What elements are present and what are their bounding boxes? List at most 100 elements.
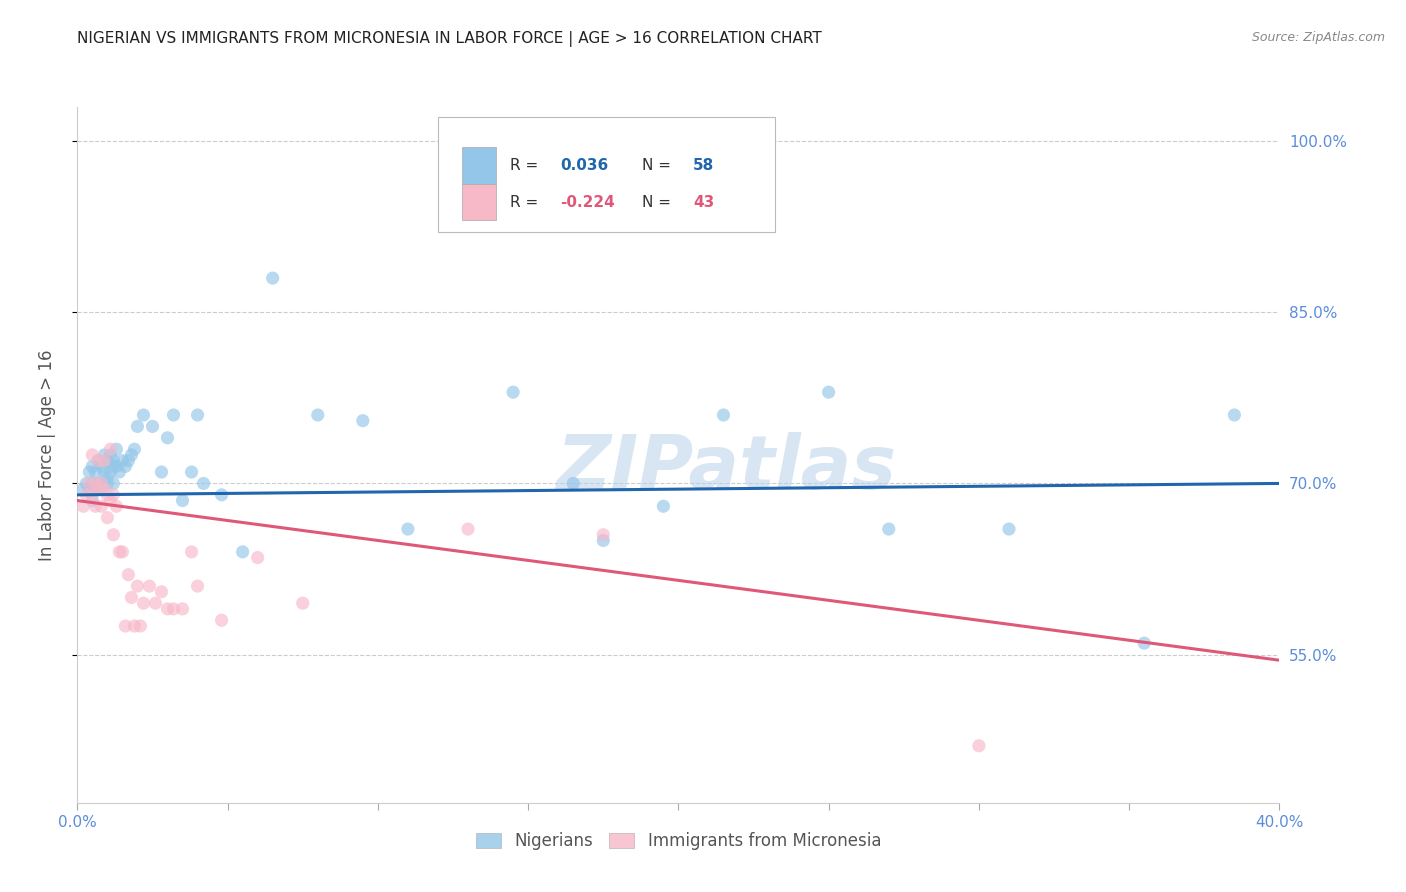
Point [396,522,419,536]
Text: NIGERIAN VS IMMIGRANTS FROM MICRONESIA IN LABOR FORCE | AGE > 16 CORRELATION CHA: NIGERIAN VS IMMIGRANTS FROM MICRONESIA I… [77,31,823,47]
Point [84,476,107,491]
Point [93,453,115,467]
Point [117,567,139,582]
Point [90,459,112,474]
Point [127,579,149,593]
Point [111,545,134,559]
Point [652,500,675,514]
Point [84,465,107,479]
Point [93,448,115,462]
Point [100,442,122,457]
Point [84,500,107,514]
Point [82,488,104,502]
Point [87,482,110,496]
Point [103,488,125,502]
Point [120,591,142,605]
Bar [463,185,496,220]
Point [96,453,118,467]
Point [82,476,104,491]
Point [180,465,202,479]
Point [108,465,131,479]
Point [291,596,314,610]
Legend: Nigerians, Immigrants from Micronesia: Nigerians, Immigrants from Micronesia [470,826,887,857]
Point [1223,408,1246,422]
Point [114,459,136,474]
Point [82,493,104,508]
Text: R =: R = [510,158,543,173]
Point [100,465,122,479]
Point [111,453,134,467]
Point [457,522,479,536]
Point [82,459,104,474]
Point [72,500,94,514]
Y-axis label: In Labor Force | Age > 16: In Labor Force | Age > 16 [38,349,56,561]
Text: 0.036: 0.036 [561,158,609,173]
Point [713,408,735,422]
Point [172,602,194,616]
Point [79,476,101,491]
Point [307,408,329,422]
Point [103,476,125,491]
Point [232,545,254,559]
Point [87,453,110,467]
Point [100,493,122,508]
Point [502,385,524,400]
Point [817,385,839,400]
Point [211,488,233,502]
Point [187,408,209,422]
Point [90,500,112,514]
Point [79,465,101,479]
Point [90,482,112,496]
Point [75,476,97,491]
Point [117,453,139,467]
Point [352,414,374,428]
Text: R =: R = [510,194,543,210]
Point [96,476,118,491]
Point [156,602,179,616]
Point [103,453,125,467]
Point [96,510,118,524]
Point [120,448,142,462]
Point [138,579,160,593]
Text: 58: 58 [693,158,714,173]
Text: N =: N = [643,158,676,173]
Text: Source: ZipAtlas.com: Source: ZipAtlas.com [1251,31,1385,45]
Point [127,419,149,434]
Point [967,739,990,753]
Point [84,482,107,496]
Point [105,500,128,514]
Text: 43: 43 [693,194,714,210]
Point [79,482,101,496]
Point [162,408,184,422]
Point [103,459,125,474]
Point [90,476,112,491]
Point [129,619,152,633]
Point [172,493,194,508]
Point [141,419,163,434]
Text: -0.224: -0.224 [561,194,616,210]
Point [592,533,614,548]
Point [998,522,1021,536]
Point [87,453,110,467]
Point [145,596,167,610]
Point [100,448,122,462]
Point [193,476,215,491]
Point [82,448,104,462]
Point [246,550,269,565]
Point [187,579,209,593]
Point [562,476,585,491]
Point [262,271,284,285]
Point [90,476,112,491]
Point [132,408,155,422]
Point [96,471,118,485]
Point [105,442,128,457]
Point [1133,636,1156,650]
Point [93,482,115,496]
Point [124,442,146,457]
Text: ZIPatlas: ZIPatlas [557,433,897,506]
FancyBboxPatch shape [439,118,775,232]
Point [162,602,184,616]
Point [156,431,179,445]
Point [124,619,146,633]
Point [96,488,118,502]
